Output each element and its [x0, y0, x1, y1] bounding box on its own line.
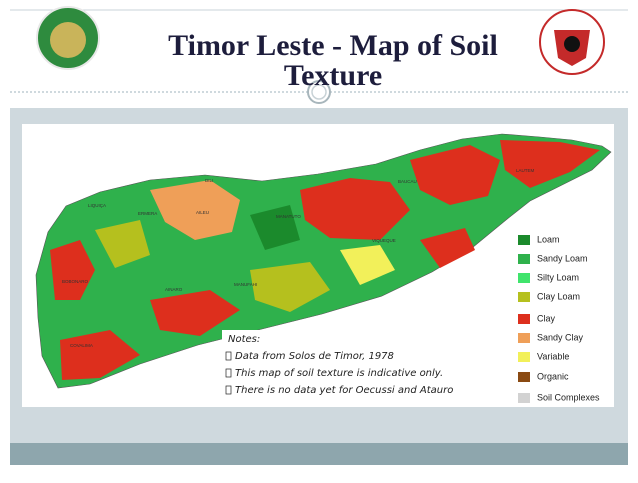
notes: Data from Solos de Timor, 1978 This map o…	[225, 351, 453, 396]
legend-label: Sandy Clay	[537, 332, 584, 342]
district-label: BAUCAU	[398, 179, 417, 184]
soil-area	[410, 145, 500, 205]
note: This map of soil texture is indicative o…	[235, 368, 443, 379]
bullet	[225, 351, 232, 361]
header-ornament	[311, 84, 327, 100]
soil-area	[60, 330, 140, 380]
district-label: LAUTEM	[516, 168, 535, 173]
notes-title: Notes:	[228, 334, 260, 345]
left-logo-emblem	[50, 22, 86, 58]
soil-area	[95, 220, 150, 268]
title: Timor Leste - Map of Soil	[168, 29, 498, 62]
legend-label: Clay Loam	[537, 291, 580, 301]
bullet	[225, 368, 232, 378]
note: There is no data yet for Oecussi and Ata…	[235, 385, 453, 396]
soil-area	[250, 262, 330, 312]
bullet	[225, 385, 232, 395]
legend-swatch	[518, 372, 530, 382]
title: Texture	[284, 59, 382, 92]
soil-area	[500, 140, 600, 188]
legend: Loam Sandy Loam Silty Loam Clay Loam Clay San…	[518, 234, 600, 403]
right-logo-emblem	[564, 36, 580, 52]
soil-area	[420, 228, 475, 268]
district-label: ERMERA	[138, 211, 157, 216]
district-label: MANUFAHI	[234, 282, 257, 287]
district-label: MANATUTO	[276, 214, 301, 219]
soil-area	[150, 180, 240, 240]
legend-swatch	[518, 273, 530, 283]
notes-box	[222, 330, 462, 402]
district-label: LIQUIÇA	[88, 203, 106, 208]
soil-area	[50, 240, 95, 300]
map: LIQUIÇA DILI ERMERA AILEU MANATUTO BAUCA…	[35, 133, 612, 389]
legend-swatch	[518, 292, 530, 302]
soil-area	[300, 178, 410, 240]
note: Data from Solos de Timor, 1978	[235, 351, 394, 362]
legend-swatch	[518, 314, 530, 324]
legend-label: Variable	[537, 351, 569, 361]
soil-area	[340, 245, 395, 285]
legend-label: Clay	[537, 313, 556, 323]
district-label: COVALIMA	[70, 343, 93, 348]
legend-swatch	[518, 254, 530, 264]
district-label: AILEU	[196, 210, 209, 215]
legend-label: Soil Complexes	[537, 392, 600, 402]
legend-swatch	[518, 352, 530, 362]
legend-swatch	[518, 393, 530, 403]
legend-label: Sandy Loam	[537, 253, 588, 263]
legend-swatch	[518, 235, 530, 245]
district-label: DILI	[205, 178, 213, 183]
header-ornament	[307, 80, 331, 104]
district-label: BOBONARO	[62, 279, 89, 284]
legend-label: Loam	[537, 234, 560, 244]
legend-swatch	[518, 333, 530, 343]
legend-label: Silty Loam	[537, 272, 579, 282]
district-label: VIQUEQUE	[372, 238, 396, 243]
soil-area	[250, 205, 300, 250]
district-label: AINARO	[165, 287, 183, 292]
soil-area	[150, 290, 240, 336]
legend-label: Organic	[537, 371, 569, 381]
footer-band	[10, 443, 628, 465]
